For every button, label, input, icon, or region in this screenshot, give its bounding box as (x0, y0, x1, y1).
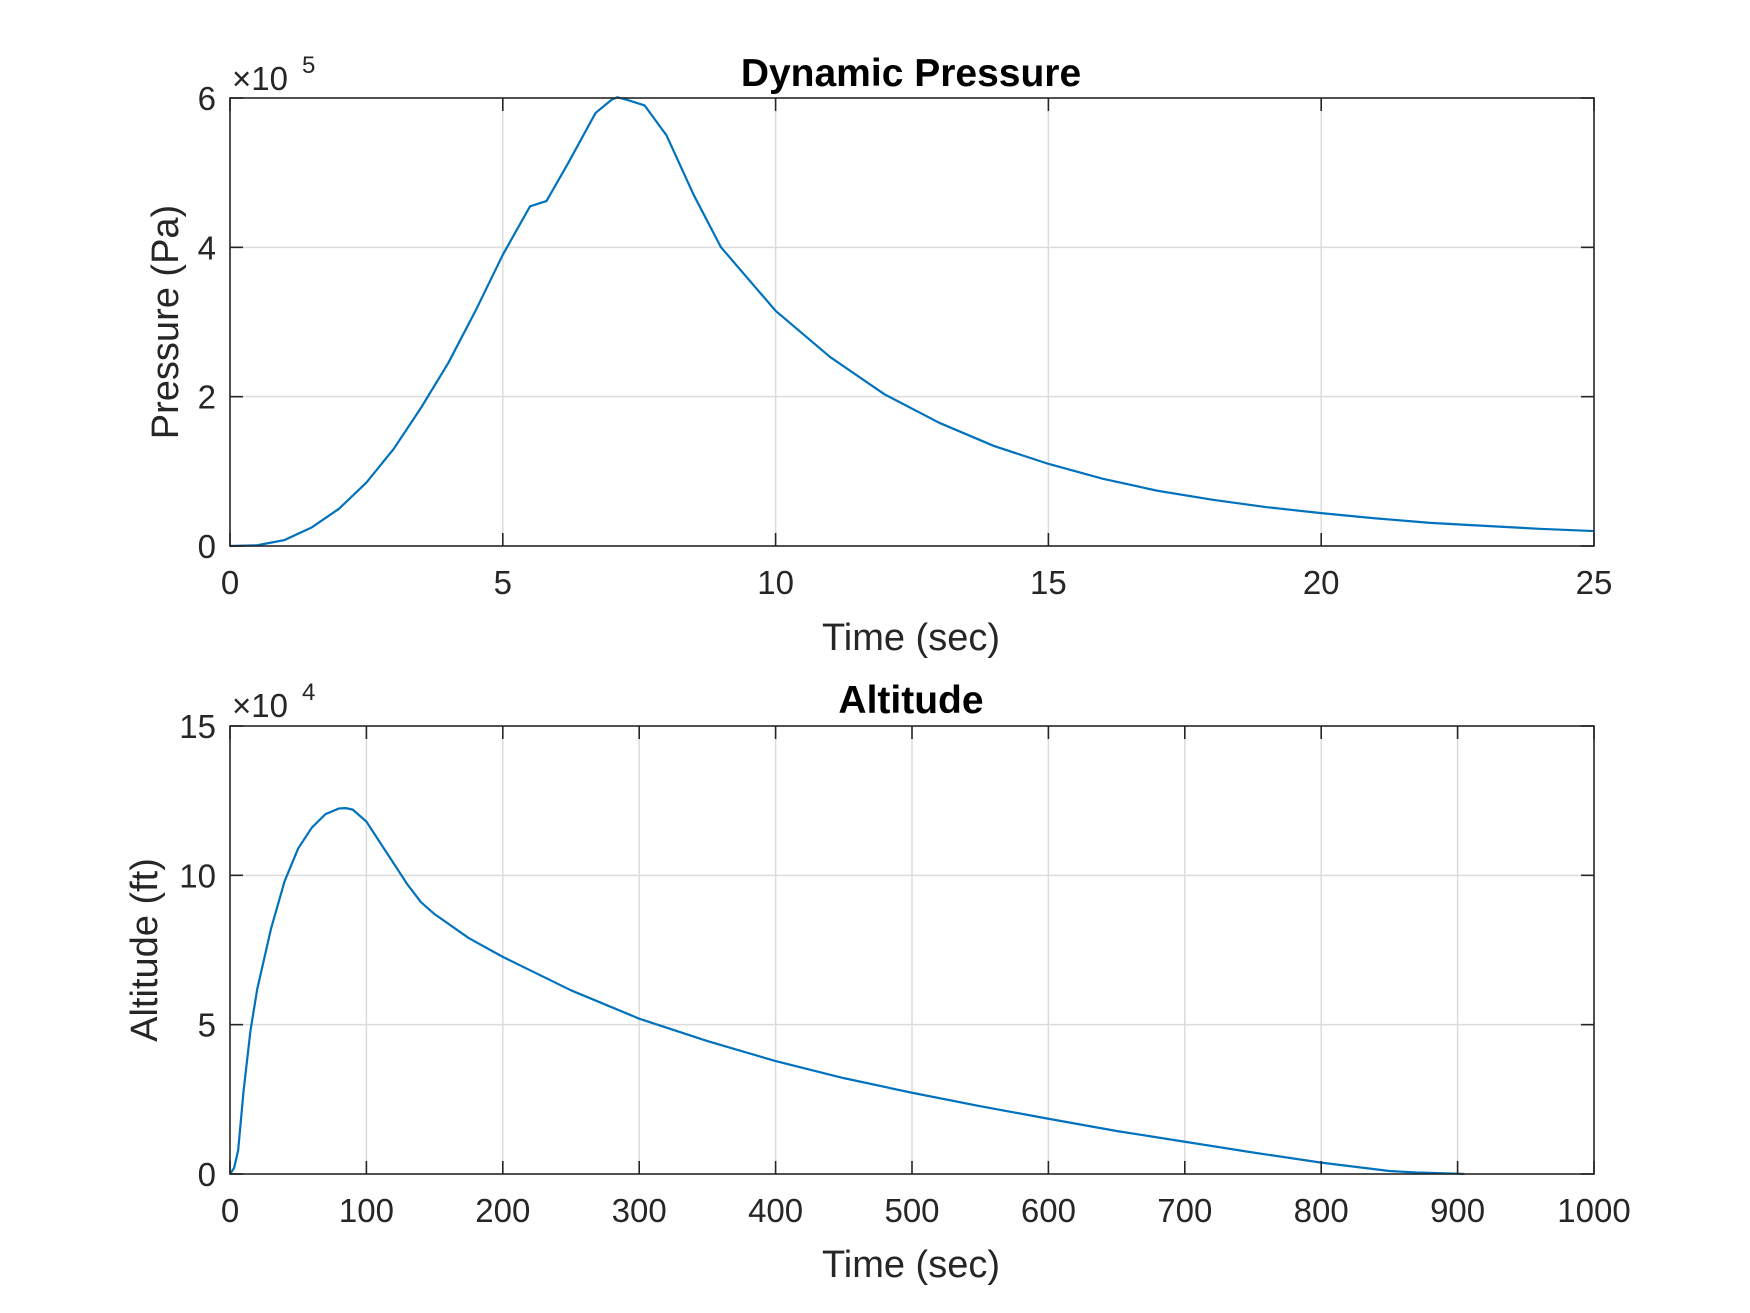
x-tick-label: 0 (221, 1192, 239, 1229)
y-tick-labels: 0 2 4 6 (198, 80, 216, 565)
dynamic-pressure-plot: 0 5 10 15 20 25 0 2 4 6 Dynamic Pressure Time (s… (145, 52, 1612, 659)
pressure-series-line (229, 96, 1595, 548)
y-tick-label: 5 (198, 1007, 216, 1044)
y-tick-label: 10 (179, 857, 216, 894)
x-tick-label: 100 (339, 1192, 394, 1229)
y-tick-label: 15 (179, 708, 216, 745)
x-tick-label: 300 (612, 1192, 667, 1229)
x-tick-label: 15 (1030, 564, 1067, 601)
grid-lines (230, 726, 1594, 1174)
x-tick-label: 600 (1021, 1192, 1076, 1229)
x-tick-labels: 0 100 200 300 400 500 600 700 800 900 1000 (221, 1192, 1631, 1229)
y-exponent-base: ×10 (232, 687, 288, 724)
x-tick-label: 5 (494, 564, 512, 601)
y-exponent-power: 4 (302, 679, 315, 706)
y-tick-labels: 0 5 10 15 (179, 708, 216, 1193)
x-tick-label: 1000 (1557, 1192, 1630, 1229)
x-axis-label: Time (sec) (822, 617, 1000, 659)
x-tick-label: 10 (757, 564, 794, 601)
y-exponent-base: ×10 (232, 60, 288, 97)
y-exponent-power: 5 (302, 52, 315, 79)
chart-title: Dynamic Pressure (741, 52, 1081, 95)
altitude-series-line (229, 807, 1465, 1176)
x-tick-label: 700 (1157, 1192, 1212, 1229)
x-axis-label: Time (sec) (822, 1244, 1000, 1286)
y-tick-label: 2 (198, 379, 216, 416)
x-tick-label: 900 (1430, 1192, 1485, 1229)
x-tick-label: 200 (475, 1192, 530, 1229)
x-tick-label: 20 (1303, 564, 1340, 601)
y-tick-label: 6 (198, 80, 216, 117)
x-tick-label: 400 (748, 1192, 803, 1229)
x-tick-labels: 0 5 10 15 20 25 (221, 564, 1613, 601)
x-tick-label: 500 (884, 1192, 939, 1229)
y-tick-label: 0 (198, 1156, 216, 1193)
x-tick-label: 0 (221, 564, 239, 601)
chart-title: Altitude (838, 679, 983, 722)
y-axis-label: Pressure (Pa) (145, 205, 187, 439)
y-tick-label: 4 (198, 229, 216, 266)
grid-lines (230, 98, 1594, 546)
tick-marks (229, 97, 1595, 547)
y-tick-label: 0 (198, 528, 216, 565)
altitude-plot: 0 100 200 300 400 500 600 700 800 900 1000 051015 … (124, 679, 1631, 1286)
y-axis-label: Altitude (ft) (124, 858, 166, 1042)
x-tick-label: 800 (1294, 1192, 1349, 1229)
x-tick-label: 25 (1576, 564, 1613, 601)
axes-box (229, 97, 1595, 547)
tick-marks (229, 725, 1595, 1175)
